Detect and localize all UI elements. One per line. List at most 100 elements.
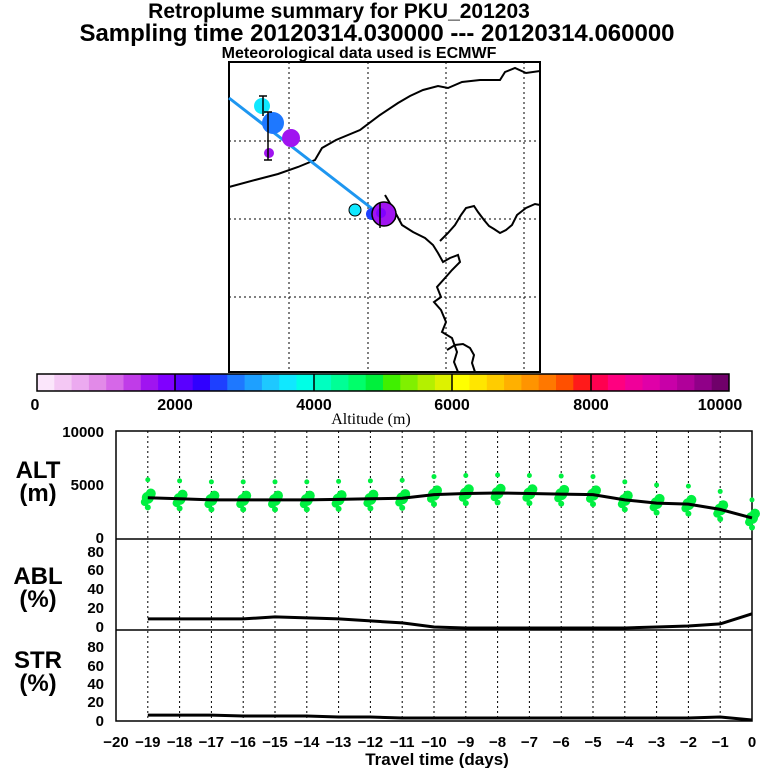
alt-particle-dot: [272, 506, 278, 513]
particle-marker: [262, 112, 284, 134]
alt-particle-dot: [653, 509, 660, 516]
alt-particle-dot: [717, 488, 723, 494]
alt-particle-dot: [399, 504, 406, 511]
particle-marker: [348, 203, 362, 217]
alt-particle-dot: [368, 489, 379, 500]
colorbar-cell: [556, 374, 574, 391]
x-tick-label: −6: [553, 734, 570, 751]
colorbar-cell: [538, 374, 557, 391]
x-tick-label: −1: [712, 734, 729, 751]
coastline: [228, 66, 541, 373]
str-ytick: 60: [87, 658, 104, 675]
alt-particle-dot: [331, 499, 340, 508]
alt-particle-dot: [172, 499, 181, 508]
particle-marker: [376, 208, 386, 218]
alt-particle-dot: [431, 501, 437, 508]
alt-particle-dot: [590, 501, 596, 508]
colorbar-cell: [504, 374, 522, 391]
alt-particle-dot: [363, 499, 372, 508]
x-tick-label: −5: [584, 734, 601, 751]
alt-particle-dot: [590, 474, 596, 480]
x-tick-label: −13: [326, 734, 351, 751]
alt-particle-dot: [526, 473, 532, 479]
colorbar-cell: [521, 374, 540, 391]
colorbar-cell: [88, 374, 107, 391]
str-ytick: 20: [87, 694, 104, 711]
alt-particle-dot: [685, 510, 692, 517]
str-line: [147, 713, 753, 722]
alt-particle-dot: [399, 477, 405, 483]
alt-particle-dot: [427, 494, 435, 503]
alt-particle-dot: [559, 484, 570, 495]
alt-particle-dot: [621, 506, 628, 513]
abl-panel-label: ABL: [13, 563, 62, 590]
colorbar-tick-label: 0: [31, 397, 40, 414]
alt-particle-dot: [336, 478, 342, 484]
particle-marker: [264, 148, 274, 158]
alt-particle-dot: [617, 500, 626, 509]
colorbar-cell: [279, 374, 297, 391]
str-ytick: 80: [87, 639, 104, 656]
x-tick-label: −15: [262, 734, 287, 751]
alt-ytick: 0: [96, 530, 104, 547]
colorbar-cell: [296, 374, 315, 391]
alt-particle-dot: [713, 509, 722, 518]
abl-ytick: 80: [87, 544, 104, 561]
colorbar-cell: [210, 374, 228, 391]
alt-panel-label: ALT: [16, 457, 61, 484]
alt-particle-dot: [686, 494, 697, 505]
alt-particle-dot: [144, 504, 151, 511]
x-tick-label: −18: [167, 734, 192, 751]
alt-particle-dot: [591, 485, 601, 496]
colorbar-cell: [659, 374, 678, 391]
x-tick-label: −16: [230, 734, 255, 751]
colorbar-cell: [365, 374, 384, 391]
str-panel: STR (%) 80 60 40 20 0: [14, 639, 753, 730]
alt-particle-dot: [431, 474, 437, 480]
trajectory-line: [228, 96, 380, 216]
abl-panel: ABL (%) 80 60 40 20 0: [13, 544, 753, 636]
colorbar-cell: [400, 374, 419, 391]
alt-particle-dot: [209, 490, 220, 501]
alt-particle-dot: [654, 493, 665, 504]
alt-particle-dot: [622, 490, 633, 501]
colorbar-cell: [54, 374, 73, 391]
alt-particle-dot: [177, 489, 188, 500]
map-panel: [228, 61, 541, 373]
alt-particle-dot: [749, 497, 755, 503]
colorbar-cell: [590, 374, 609, 391]
colorbar-cell: [694, 374, 713, 391]
alt-particle-dot: [140, 498, 149, 507]
str-ytick: 40: [87, 676, 104, 693]
alt-particle-dot: [558, 500, 565, 507]
alt-particle-dot: [495, 483, 506, 494]
alt-particle-dot: [208, 479, 214, 485]
alt-particle-dot: [336, 490, 347, 501]
x-tick-label: −7: [521, 734, 538, 751]
colorbar-cell: [37, 374, 55, 391]
timeseries-panels: ALT (m) 10000 5000 0 ABL (%) 80 60 40 20…: [13, 424, 760, 768]
alt-particle-dot: [586, 494, 594, 503]
colorbar-cell: [711, 374, 730, 391]
x-tick-label: 0: [748, 734, 756, 751]
colorbar-tick-label: 10000: [698, 397, 743, 414]
alt-particle-dot: [718, 500, 729, 511]
particle-marker: [254, 98, 270, 114]
abl-line: [147, 612, 753, 630]
x-tick-label: −9: [457, 734, 474, 751]
colorbar-tick-label: 6000: [434, 397, 470, 414]
colorbar-cell: [607, 374, 626, 391]
alt-panel: ALT (m) 10000 5000 0: [16, 424, 760, 547]
abl-ytick: 20: [87, 600, 104, 617]
colorbar-cell: [469, 374, 488, 391]
alt-particle-dot: [558, 473, 564, 479]
alt-particle-dot: [522, 493, 531, 502]
x-tick-label: −2: [680, 734, 697, 751]
abl-ytick: 40: [87, 581, 104, 598]
colorbar-dividers: [174, 374, 592, 391]
alt-particle-dot: [463, 484, 474, 495]
met-data-note: Meteorological data used is ECMWF: [221, 45, 497, 62]
colorbar-label: Altitude (m): [331, 411, 411, 428]
alt-particle-dot: [204, 500, 213, 509]
